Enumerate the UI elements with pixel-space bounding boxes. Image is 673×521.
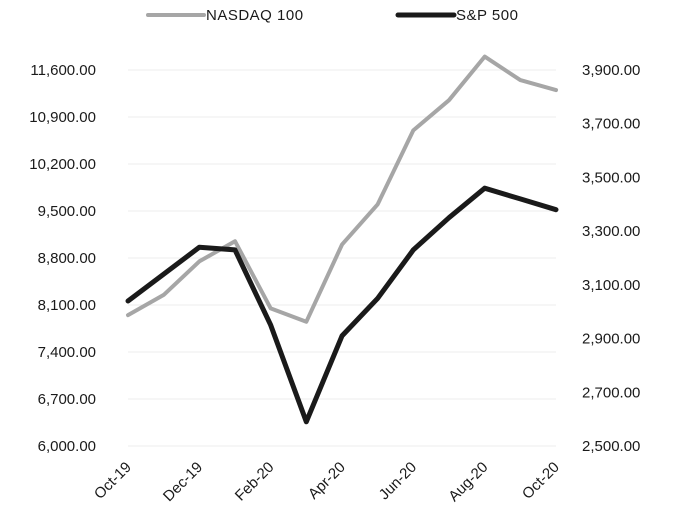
legend-label: NASDAQ 100 <box>206 7 304 24</box>
right-axis-tick-label: 3,700.00 <box>582 116 640 133</box>
x-axis-tick-label: Aug-20 <box>445 459 491 505</box>
x-axis-tick-label: Apr-20 <box>305 459 349 503</box>
left-axis-tick-label: 6,000.00 <box>38 438 96 455</box>
series-layer <box>128 56 556 421</box>
left-axis-tick-label: 10,200.00 <box>29 156 96 173</box>
left-axis-tick-label: 8,800.00 <box>38 250 96 267</box>
gridlines <box>128 70 556 446</box>
left-axis-tick-label: 8,100.00 <box>38 297 96 314</box>
right-axis-tick-label: 3,300.00 <box>582 223 640 240</box>
right-axis-tick-label: 2,700.00 <box>582 384 640 401</box>
left-y-axis: 6,000.00 6,700.00 7,400.00 8,100.00 8,800.00… <box>29 62 96 455</box>
legend-item-nasdaq-100: NASDAQ 100 <box>148 7 304 24</box>
legend-item-s-p-500: S&P 500 <box>398 7 518 24</box>
x-axis: Oct-19 Dec-19 Feb-20 Apr-20 Jun-20 Aug-20 Oct-… <box>91 459 563 505</box>
right-axis-tick-label: 3,900.00 <box>582 62 640 79</box>
legend: NASDAQ 100 S&P 500 <box>148 7 518 24</box>
left-axis-tick-label: 10,900.00 <box>29 109 96 126</box>
right-axis-tick-label: 2,900.00 <box>582 331 640 348</box>
left-axis-tick-label: 9,500.00 <box>38 203 96 220</box>
x-axis-tick-label: Oct-19 <box>91 459 135 503</box>
x-axis-tick-label: Feb-20 <box>232 459 278 505</box>
left-axis-tick-label: 7,400.00 <box>38 344 96 361</box>
left-axis-tick-label: 11,600.00 <box>30 62 96 79</box>
right-axis-tick-label: 3,100.00 <box>582 277 640 294</box>
x-axis-tick-label: Jun-20 <box>376 459 420 503</box>
right-axis-tick-label: 2,500.00 <box>582 438 640 455</box>
x-axis-tick-label: Dec-19 <box>160 459 206 505</box>
right-y-axis: 2,500.00 2,700.00 2,900.00 3,100.00 3,300.00… <box>582 62 640 455</box>
right-axis-tick-label: 3,500.00 <box>582 169 640 186</box>
left-axis-tick-label: 6,700.00 <box>38 391 96 408</box>
legend-label: S&P 500 <box>456 7 518 24</box>
x-axis-tick-label: Oct-20 <box>519 459 563 503</box>
